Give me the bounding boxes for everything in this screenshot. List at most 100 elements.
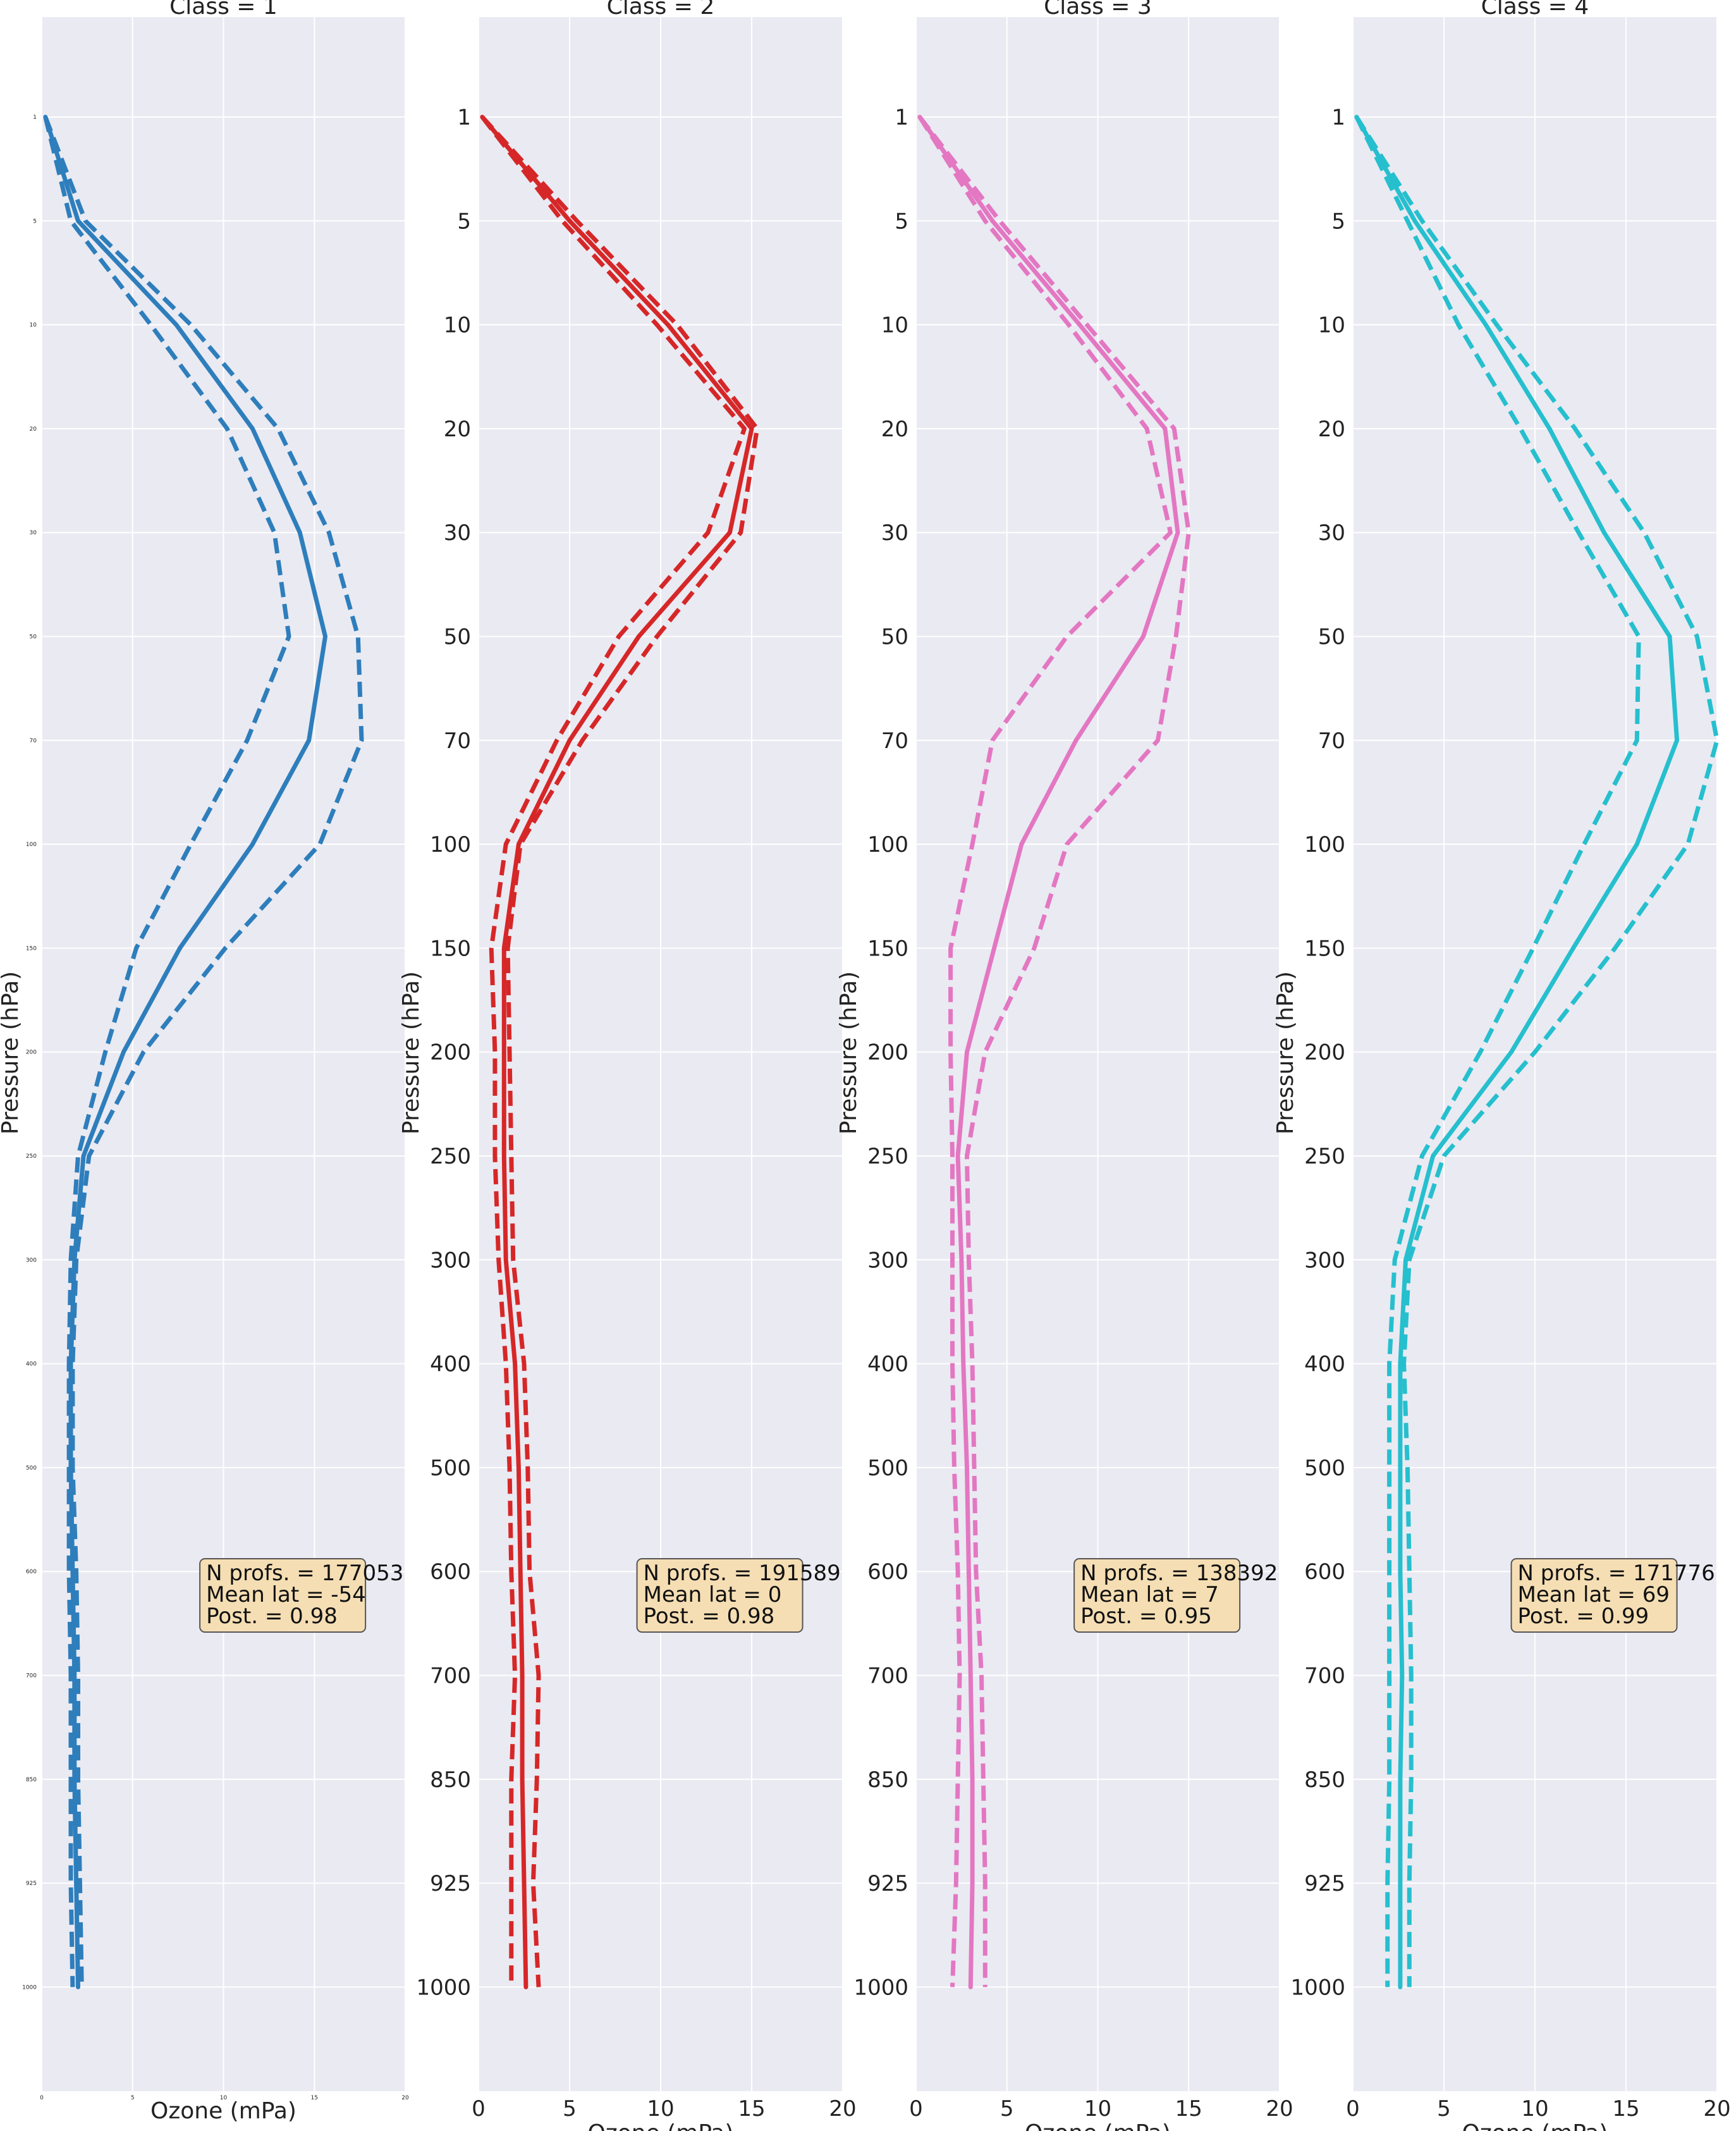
y-tick-label: 150 [26, 945, 37, 952]
y-tick-label: 30 [444, 520, 471, 546]
bound-profile-line [480, 115, 760, 1987]
x-axis-label: Ozone (mPa) [150, 2098, 296, 2124]
y-tick-label: 400 [1304, 1352, 1345, 1377]
y-tick-label: 850 [430, 1767, 471, 1793]
x-tick-label: 5 [1000, 2096, 1014, 2122]
y-tick-label: 850 [26, 1777, 37, 1783]
annotation-box [199, 1558, 367, 1633]
panel-title: Class = 3 [1044, 0, 1152, 20]
y-tick-label: 50 [444, 625, 471, 650]
y-tick-label: 600 [430, 1559, 471, 1585]
bound-profile-line [1354, 116, 1641, 1987]
y-tick-label: 850 [867, 1767, 908, 1793]
y-axis-label: Pressure (hPa) [398, 971, 424, 1134]
y-tick-label: 250 [1304, 1144, 1345, 1169]
y-tick-label: 70 [1318, 728, 1345, 754]
panel-class-3: 0 5 10 15 2015102030507010015020025030040050… [836, 0, 1293, 2131]
y-tick-label: 200 [430, 1040, 471, 1066]
annotation-line: Post. = 0.99 [1518, 1604, 1649, 1629]
bound-profile-line [917, 116, 1173, 1987]
y-tick-label: 10 [444, 313, 471, 338]
bound-profile-line [43, 116, 364, 1987]
y-tick-label: 250 [430, 1144, 471, 1169]
y-tick-label: 1000 [416, 1975, 471, 2000]
y-tick-label: 500 [26, 1465, 37, 1471]
annotation-line: N profs. = 171776 [1518, 1561, 1715, 1586]
y-axis-label: Pressure (hPa) [0, 971, 23, 1134]
panel-title: Class = 2 [607, 0, 715, 20]
y-tick-label: 250 [867, 1144, 908, 1169]
x-tick-label: 0 [472, 2096, 486, 2122]
y-tick-label: 5 [457, 209, 471, 234]
y-tick-label: 70 [444, 728, 471, 754]
mean-profile-line [43, 114, 327, 1989]
y-tick-label: 1 [895, 105, 908, 130]
annotation-line: N profs. = 177053 [206, 1561, 403, 1586]
mean-profile-line [917, 114, 1180, 1989]
bound-profile-line [1354, 116, 1720, 1987]
x-tick-label: 0 [1346, 2096, 1360, 2122]
y-tick-label: 600 [26, 1569, 37, 1575]
y-tick-label: 300 [26, 1257, 37, 1263]
x-tick-label: 15 [1175, 2096, 1202, 2122]
x-tick-label: 20 [401, 2095, 409, 2101]
y-tick-label: 925 [1304, 1871, 1345, 1896]
y-tick-label: 1000 [1290, 1975, 1345, 2000]
y-tick-label: 100 [867, 832, 908, 857]
x-axis-label: Ozone (mPa) [1462, 2120, 1608, 2131]
y-tick-label: 150 [1304, 936, 1345, 961]
y-tick-label: 700 [430, 1664, 471, 1689]
y-tick-label: 10 [881, 313, 908, 338]
y-tick-label: 300 [867, 1248, 908, 1273]
annotation-box [1510, 1558, 1678, 1633]
x-tick-label: 15 [1612, 2096, 1639, 2122]
y-tick-label: 400 [26, 1361, 37, 1368]
y-tick-label: 5 [33, 218, 37, 224]
y-tick-label: 925 [26, 1881, 37, 1887]
y-tick-label: 300 [1304, 1248, 1345, 1273]
x-tick-label: 5 [1437, 2096, 1451, 2122]
y-tick-label: 50 [30, 634, 37, 641]
y-tick-label: 100 [1304, 832, 1345, 857]
x-tick-label: 10 [1521, 2096, 1548, 2122]
y-tick-label: 400 [867, 1352, 908, 1377]
annotation-line: Mean lat = 0 [644, 1582, 782, 1607]
y-tick-label: 700 [867, 1664, 908, 1689]
y-tick-label: 70 [30, 738, 37, 744]
y-tick-label: 20 [444, 417, 471, 442]
y-tick-label: 10 [30, 322, 37, 329]
annotation-line: Mean lat = -54 [206, 1582, 366, 1607]
bound-profile-line [918, 115, 1191, 1987]
y-tick-label: 500 [430, 1456, 471, 1481]
y-tick-label: 50 [881, 625, 908, 650]
panel-title: Class = 4 [1481, 0, 1589, 20]
y-tick-label: 100 [26, 842, 37, 848]
y-tick-label: 1 [33, 114, 37, 121]
panel-title: Class = 1 [169, 0, 278, 20]
y-tick-label: 100 [430, 832, 471, 857]
y-tick-label: 70 [881, 728, 908, 754]
x-tick-label: 5 [563, 2096, 577, 2122]
y-tick-label: 20 [30, 426, 37, 433]
y-tick-label: 600 [1304, 1559, 1345, 1585]
bound-profile-line [480, 115, 747, 1987]
y-tick-label: 20 [881, 417, 908, 442]
y-tick-label: 250 [26, 1153, 37, 1160]
y-tick-label: 150 [867, 936, 908, 961]
y-tick-label: 300 [430, 1248, 471, 1273]
panel-class-1: 0 5 10 15 2015102030507010015020025030040050… [0, 0, 409, 2124]
x-tick-label: 15 [738, 2096, 765, 2122]
x-tick-label: 0 [40, 2095, 44, 2101]
y-tick-label: 1000 [853, 1975, 908, 2000]
annotation-line: Post. = 0.98 [644, 1604, 775, 1629]
y-tick-label: 700 [1304, 1664, 1345, 1689]
y-tick-label: 200 [1304, 1040, 1345, 1066]
y-tick-label: 1 [457, 105, 471, 130]
y-tick-label: 5 [1331, 209, 1345, 234]
mean-profile-line [480, 114, 754, 1989]
